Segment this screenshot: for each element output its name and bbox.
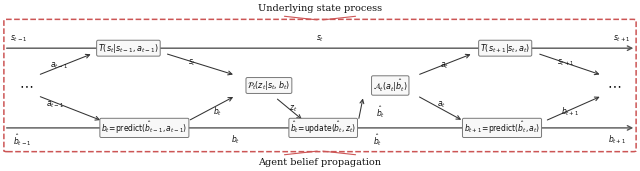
Text: $b_t$: $b_t$ — [231, 134, 240, 146]
Text: $a_t$: $a_t$ — [440, 61, 449, 71]
Text: $\hat{b}_t$: $\hat{b}_t$ — [373, 132, 382, 148]
Text: Underlying state process: Underlying state process — [258, 4, 382, 13]
Text: $T(s_t|s_{t-1},a_{t-1})$: $T(s_t|s_{t-1},a_{t-1})$ — [98, 42, 159, 55]
Text: $a_{t-1}$: $a_{t-1}$ — [46, 100, 64, 110]
Text: $b_{t+1}\!=\!\mathrm{predict}(\hat{b}_t,a_t)$: $b_{t+1}\!=\!\mathrm{predict}(\hat{b}_t,… — [464, 120, 540, 136]
Text: Agent belief propagation: Agent belief propagation — [259, 158, 381, 167]
Text: $\hat{b}_t$: $\hat{b}_t$ — [376, 104, 385, 120]
Text: $\mathcal{A}_t(a_t|\hat{b}_t)$: $\mathcal{A}_t(a_t|\hat{b}_t)$ — [373, 77, 408, 94]
Text: $s_t$: $s_t$ — [316, 34, 324, 44]
Text: $s_{t+1}$: $s_{t+1}$ — [557, 57, 575, 68]
Text: $T(s_{t+1}|s_t,a_t)$: $T(s_{t+1}|s_t,a_t)$ — [480, 42, 531, 55]
Text: $s_t$: $s_t$ — [188, 57, 196, 68]
Text: $\cdots$: $\cdots$ — [19, 78, 33, 93]
Text: $b_t\!=\!\mathrm{predict}(\hat{b}_{t-1},a_{t-1})$: $b_t\!=\!\mathrm{predict}(\hat{b}_{t-1},… — [101, 120, 188, 136]
Text: $b_{t+1}$: $b_{t+1}$ — [561, 106, 579, 118]
Text: $b_{t+1}$: $b_{t+1}$ — [608, 134, 626, 146]
Text: $\cdots$: $\cdots$ — [607, 78, 621, 93]
Text: $b_t$: $b_t$ — [213, 106, 222, 118]
Text: $\hat{b}_{t-1}$: $\hat{b}_{t-1}$ — [13, 132, 31, 148]
Text: $a_t$: $a_t$ — [437, 100, 446, 110]
Text: $\mathcal{P}_t(z_t|s_t,b_t)$: $\mathcal{P}_t(z_t|s_t,b_t)$ — [248, 79, 291, 92]
Text: $s_{t-1}$: $s_{t-1}$ — [10, 34, 28, 44]
Text: $s_{t+1}$: $s_{t+1}$ — [612, 34, 630, 44]
Text: $z_t$: $z_t$ — [289, 103, 298, 114]
Text: $a_{t-1}$: $a_{t-1}$ — [51, 61, 68, 71]
Text: $\hat{b}_t\!=\!\mathrm{update}(\hat{b}_t,z_t)$: $\hat{b}_t\!=\!\mathrm{update}(\hat{b}_t… — [291, 120, 356, 136]
